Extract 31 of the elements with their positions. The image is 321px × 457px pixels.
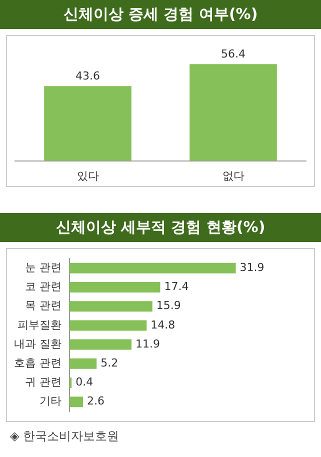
- x-tick-label: 있다: [76, 169, 99, 182]
- y-tick-label: 호흡 관련: [14, 356, 62, 370]
- bar: [69, 396, 84, 408]
- y-tick-label: 피부질환: [17, 318, 62, 332]
- data-label: 43.6: [76, 69, 100, 82]
- data-label: 11.9: [136, 337, 160, 350]
- chart-title: 신체이상 세부적 경험 현황(%): [0, 213, 321, 242]
- y-tick-label: 코 관련: [24, 280, 62, 294]
- data-label: 56.4: [221, 48, 246, 61]
- data-label: 15.9: [156, 299, 181, 312]
- data-label: 2.6: [87, 394, 105, 408]
- y-tick-label: 내과 질환: [14, 337, 62, 350]
- data-label: 0.4: [76, 376, 94, 389]
- data-label: 14.8: [150, 318, 176, 332]
- y-tick-label: 목 관련: [24, 299, 62, 312]
- data-label: 17.4: [164, 280, 189, 294]
- chart-title: 신체이상 증세 경험 여부(%): [0, 0, 321, 29]
- data-label: 31.9: [240, 261, 264, 274]
- y-tick-label: 기타: [39, 394, 62, 408]
- y-tick-label: 눈 관련: [24, 261, 62, 274]
- bar: [69, 339, 132, 350]
- bar: [69, 320, 147, 331]
- bar: [69, 358, 97, 369]
- text: ◈ 한국소비자보호원: [9, 428, 120, 445]
- x-tick-label: 없다: [222, 169, 244, 182]
- y-tick-label: 귀 관련: [24, 376, 62, 389]
- data-label: 5.2: [100, 356, 118, 370]
- bar: [69, 301, 152, 312]
- bar: [69, 378, 72, 388]
- bar: [69, 262, 236, 274]
- bar: [69, 282, 160, 293]
